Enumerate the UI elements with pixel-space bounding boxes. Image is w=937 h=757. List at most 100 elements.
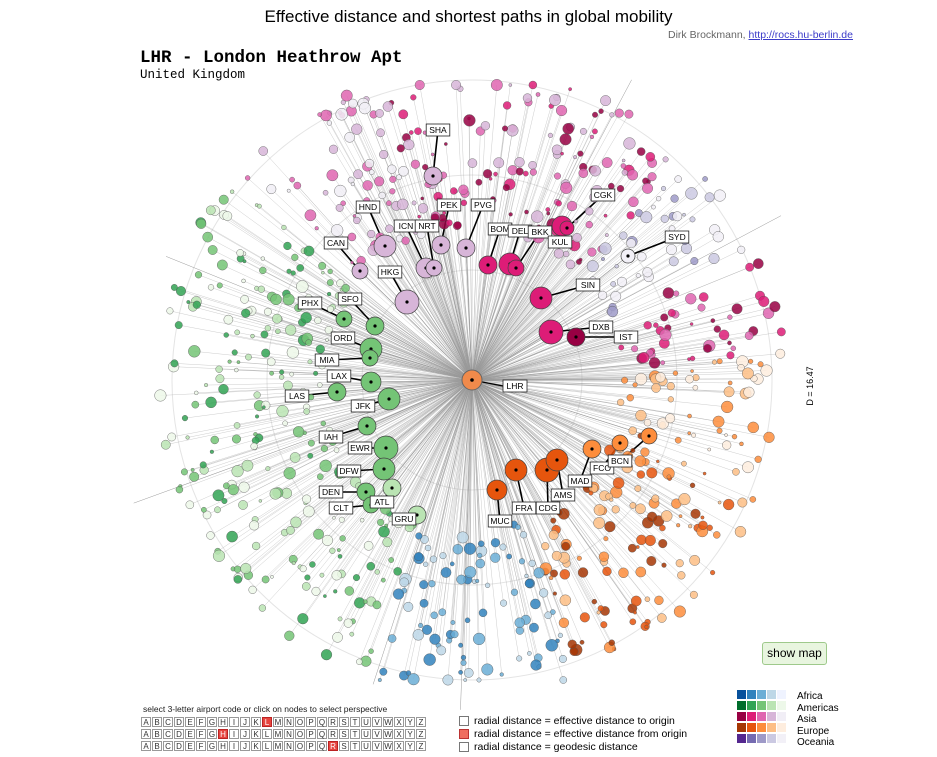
letter-e-row-2[interactable]: E bbox=[185, 729, 195, 739]
letter-f-row-1[interactable]: F bbox=[196, 717, 206, 727]
option-geodesic[interactable]: radial distance = geodesic distance bbox=[459, 741, 638, 753]
letter-h-row-2[interactable]: H bbox=[218, 729, 228, 739]
letter-r-row-1[interactable]: R bbox=[328, 717, 338, 727]
letter-d-row-1[interactable]: D bbox=[174, 717, 184, 727]
letter-r-row-3[interactable]: R bbox=[328, 741, 338, 751]
letter-y-row-1[interactable]: Y bbox=[405, 717, 415, 727]
letter-o-row-1[interactable]: O bbox=[295, 717, 305, 727]
letter-v-row-2[interactable]: V bbox=[372, 729, 382, 739]
option-to-origin[interactable]: radial distance = effective distance to … bbox=[459, 715, 675, 727]
letter-u-row-3[interactable]: U bbox=[361, 741, 371, 751]
letter-y-row-3[interactable]: Y bbox=[405, 741, 415, 751]
letter-d-row-2[interactable]: D bbox=[174, 729, 184, 739]
letter-s-row-1[interactable]: S bbox=[339, 717, 349, 727]
letter-t-row-2[interactable]: T bbox=[350, 729, 360, 739]
credit-link[interactable]: http://rocs.hu-berlin.de bbox=[748, 29, 853, 41]
airport-node bbox=[270, 293, 282, 306]
letter-x-row-2[interactable]: X bbox=[394, 729, 404, 739]
letter-w-row-3[interactable]: W bbox=[383, 741, 393, 751]
letter-k-row-2[interactable]: K bbox=[251, 729, 261, 739]
letter-s-row-2[interactable]: S bbox=[339, 729, 349, 739]
letter-v-row-1[interactable]: V bbox=[372, 717, 382, 727]
edge bbox=[471, 267, 517, 381]
letter-v-row-3[interactable]: V bbox=[372, 741, 382, 751]
letter-a-row-3[interactable]: A bbox=[141, 741, 151, 751]
letter-l-row-3[interactable]: L bbox=[262, 741, 272, 751]
letter-i-row-1[interactable]: I bbox=[229, 717, 239, 727]
letter-y-row-2[interactable]: Y bbox=[405, 729, 415, 739]
letter-s-row-3[interactable]: S bbox=[339, 741, 349, 751]
letter-o-row-2[interactable]: O bbox=[295, 729, 305, 739]
letter-h-row-1[interactable]: H bbox=[218, 717, 228, 727]
letter-r-row-2[interactable]: R bbox=[328, 729, 338, 739]
letter-b-row-2[interactable]: B bbox=[152, 729, 162, 739]
letter-w-row-1[interactable]: W bbox=[383, 717, 393, 727]
letter-q-row-3[interactable]: Q bbox=[317, 741, 327, 751]
letter-l-row-2[interactable]: L bbox=[262, 729, 272, 739]
letter-u-row-2[interactable]: U bbox=[361, 729, 371, 739]
letter-x-row-3[interactable]: X bbox=[394, 741, 404, 751]
letter-m-row-3[interactable]: M bbox=[273, 741, 283, 751]
show-map-button[interactable]: show map bbox=[762, 642, 827, 665]
letter-t-row-3[interactable]: T bbox=[350, 741, 360, 751]
airport-node bbox=[303, 245, 315, 257]
letter-j-row-2[interactable]: J bbox=[240, 729, 250, 739]
letter-a-row-2[interactable]: A bbox=[141, 729, 151, 739]
letter-z-row-3[interactable]: Z bbox=[416, 741, 426, 751]
letter-n-row-2[interactable]: N bbox=[284, 729, 294, 739]
letter-n-row-3[interactable]: N bbox=[284, 741, 294, 751]
option-geodesic-checkbox[interactable] bbox=[459, 742, 469, 752]
airport-node bbox=[205, 205, 216, 216]
letter-b-row-1[interactable]: B bbox=[152, 717, 162, 727]
airport-node bbox=[194, 271, 203, 279]
letter-f-row-2[interactable]: F bbox=[196, 729, 206, 739]
letter-q-row-2[interactable]: Q bbox=[317, 729, 327, 739]
letter-p-row-3[interactable]: P bbox=[306, 741, 316, 751]
letter-n-row-1[interactable]: N bbox=[284, 717, 294, 727]
letter-k-row-3[interactable]: K bbox=[251, 741, 261, 751]
letter-l-row-1[interactable]: L bbox=[262, 717, 272, 727]
letter-q-row-1[interactable]: Q bbox=[317, 717, 327, 727]
letter-z-row-2[interactable]: Z bbox=[416, 729, 426, 739]
letter-c-row-2[interactable]: C bbox=[163, 729, 173, 739]
letter-x-row-1[interactable]: X bbox=[394, 717, 404, 727]
letter-d-row-3[interactable]: D bbox=[174, 741, 184, 751]
letter-o-row-3[interactable]: O bbox=[295, 741, 305, 751]
option-from-origin-checkbox[interactable] bbox=[459, 729, 469, 739]
edge bbox=[426, 379, 473, 630]
letter-z-row-1[interactable]: Z bbox=[416, 717, 426, 727]
letter-i-row-3[interactable]: I bbox=[229, 741, 239, 751]
letter-j-row-3[interactable]: J bbox=[240, 741, 250, 751]
letter-m-row-1[interactable]: M bbox=[273, 717, 283, 727]
letter-g-row-2[interactable]: G bbox=[207, 729, 217, 739]
letter-g-row-1[interactable]: G bbox=[207, 717, 217, 727]
letter-f-row-3[interactable]: F bbox=[196, 741, 206, 751]
letter-b-row-3[interactable]: B bbox=[152, 741, 162, 751]
airport-node bbox=[185, 435, 190, 440]
option-from-origin[interactable]: radial distance = effective distance fro… bbox=[459, 728, 687, 740]
option-to-origin-checkbox[interactable] bbox=[459, 716, 469, 726]
letter-i-row-2[interactable]: I bbox=[229, 729, 239, 739]
edge bbox=[345, 288, 473, 381]
letter-t-row-1[interactable]: T bbox=[350, 717, 360, 727]
airport-node bbox=[698, 292, 709, 302]
letter-h-row-3[interactable]: H bbox=[218, 741, 228, 751]
airport-node bbox=[656, 459, 660, 464]
letter-m-row-2[interactable]: M bbox=[273, 729, 283, 739]
edge bbox=[471, 379, 743, 503]
letter-e-row-1[interactable]: E bbox=[185, 717, 195, 727]
airport-node bbox=[314, 226, 319, 231]
letter-w-row-2[interactable]: W bbox=[383, 729, 393, 739]
letter-e-row-3[interactable]: E bbox=[185, 741, 195, 751]
letter-p-row-1[interactable]: P bbox=[306, 717, 316, 727]
letter-p-row-2[interactable]: P bbox=[306, 729, 316, 739]
airport-node bbox=[249, 520, 260, 531]
airport-node bbox=[757, 361, 764, 368]
letter-a-row-1[interactable]: A bbox=[141, 717, 151, 727]
letter-u-row-1[interactable]: U bbox=[361, 717, 371, 727]
letter-j-row-1[interactable]: J bbox=[240, 717, 250, 727]
letter-k-row-1[interactable]: K bbox=[251, 717, 261, 727]
letter-g-row-3[interactable]: G bbox=[207, 741, 217, 751]
letter-c-row-3[interactable]: C bbox=[163, 741, 173, 751]
letter-c-row-1[interactable]: C bbox=[163, 717, 173, 727]
